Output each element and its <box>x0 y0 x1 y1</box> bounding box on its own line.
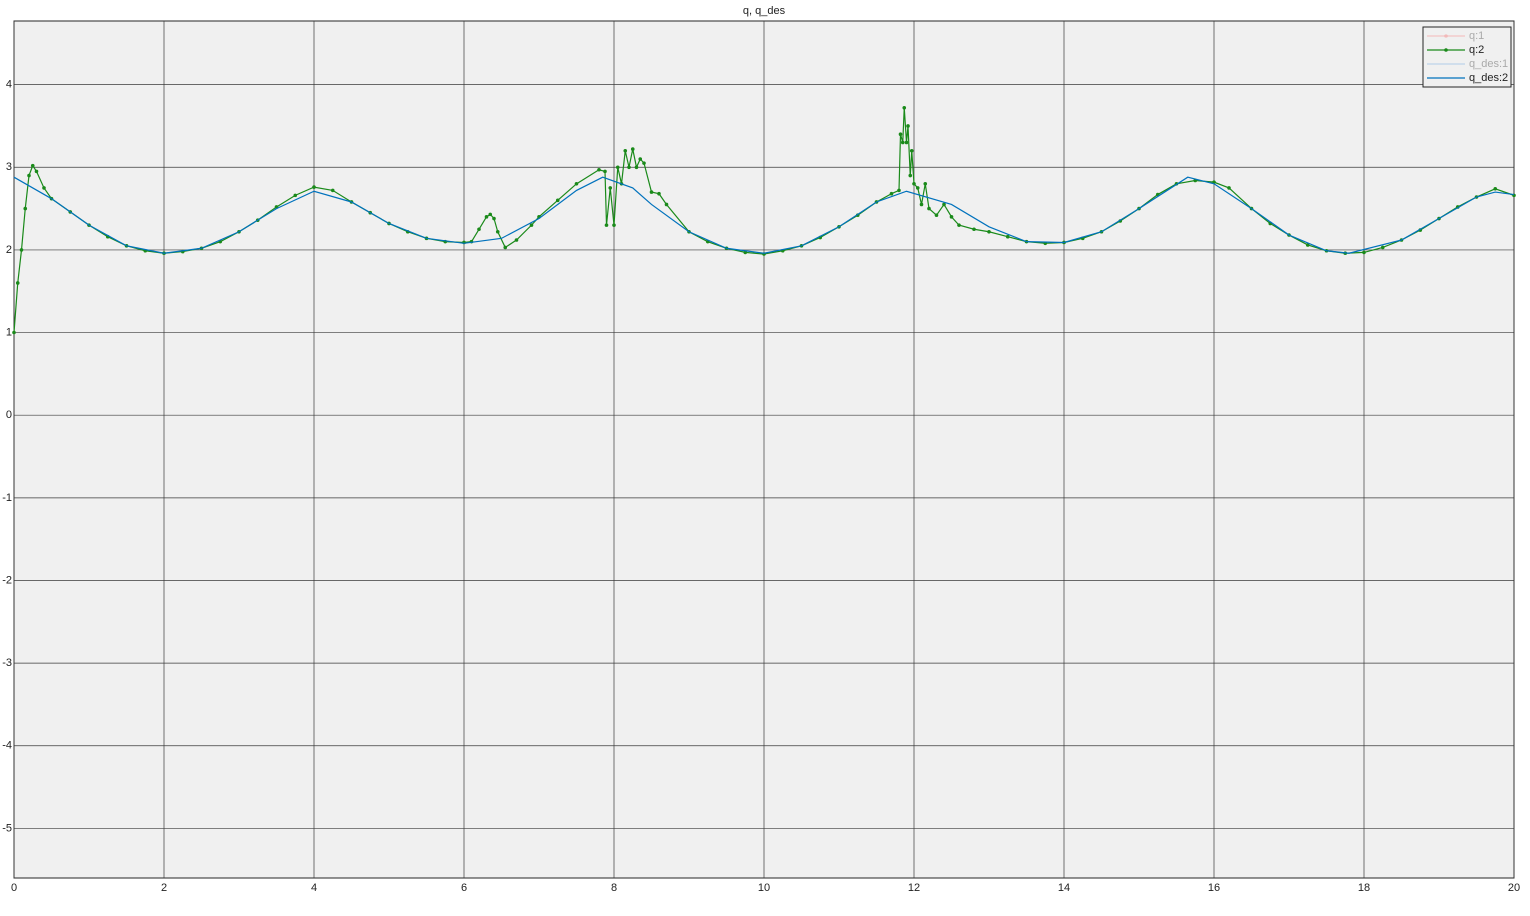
marker <box>42 186 46 190</box>
marker <box>608 186 613 190</box>
marker <box>638 157 643 161</box>
x-tick-label: 4 <box>311 882 317 894</box>
marker <box>1380 245 1385 250</box>
marker <box>942 202 946 207</box>
y-tick-label: -1 <box>2 492 12 504</box>
marker <box>987 229 991 234</box>
marker <box>927 206 931 211</box>
marker <box>23 206 28 211</box>
x-tick-label: 14 <box>1058 882 1070 894</box>
x-tick-label: 6 <box>461 882 467 894</box>
x-tick-label: 8 <box>611 882 617 894</box>
marker <box>492 216 496 221</box>
marker <box>15 281 20 285</box>
legend-marker <box>1444 48 1448 52</box>
marker <box>514 238 519 242</box>
y-tick-label: -3 <box>2 657 12 669</box>
marker <box>898 132 903 137</box>
line <box>13 176 1515 254</box>
marker <box>642 161 646 165</box>
marker <box>488 212 493 217</box>
legend-label: q:2 <box>1469 44 1484 56</box>
y-tick-label: 0 <box>6 409 12 421</box>
marker <box>972 227 976 232</box>
legend-label: q_des:1 <box>1469 58 1508 70</box>
marker <box>597 167 601 172</box>
marker <box>603 169 607 174</box>
marker <box>484 215 489 219</box>
marker <box>897 188 901 193</box>
x-tick-label: 18 <box>1358 882 1370 894</box>
y-tick-label: 4 <box>6 79 12 91</box>
marker <box>630 147 635 151</box>
marker <box>657 191 661 196</box>
marker <box>1005 234 1010 239</box>
marker <box>902 105 907 110</box>
marker <box>12 330 16 335</box>
marker <box>664 202 669 207</box>
marker <box>30 163 35 168</box>
marker <box>912 182 916 186</box>
marker <box>555 198 560 203</box>
legend-marker <box>1444 34 1448 38</box>
x-tick-label: 20 <box>1508 882 1520 894</box>
y-tick-label: 3 <box>6 161 12 173</box>
marker <box>957 223 961 227</box>
marker <box>27 173 31 178</box>
marker <box>904 140 909 145</box>
marker <box>503 245 508 250</box>
marker <box>293 193 298 198</box>
marker <box>477 227 481 232</box>
marker <box>919 202 924 207</box>
marker <box>909 148 914 153</box>
legend-label: q:1 <box>1469 30 1484 42</box>
marker <box>612 223 616 227</box>
marker <box>615 165 620 170</box>
legend-box <box>1422 26 1512 88</box>
chart-title: q, q_des <box>743 5 786 17</box>
marker <box>908 173 913 178</box>
marker <box>649 190 654 194</box>
marker <box>1227 186 1231 190</box>
marker <box>604 223 609 227</box>
marker <box>743 250 748 255</box>
marker <box>1493 186 1498 191</box>
marker <box>900 140 905 145</box>
marker <box>634 165 639 170</box>
x-tick-label: 12 <box>908 882 920 894</box>
marker <box>34 169 39 174</box>
y-tick-label: 2 <box>6 244 12 256</box>
marker <box>906 124 910 128</box>
y-tick-label: -2 <box>2 574 12 586</box>
line <box>13 107 1515 333</box>
marker <box>1362 250 1366 255</box>
legend: q:1 q:2 q_des:1 q_des:2 <box>1422 26 1512 88</box>
x-tick-label: 0 <box>11 882 17 894</box>
marker <box>934 213 939 218</box>
marker <box>949 215 954 219</box>
marker <box>19 248 24 252</box>
marker <box>923 182 928 186</box>
x-tick-label: 2 <box>161 882 167 894</box>
marker <box>1305 243 1310 247</box>
legend-label: q_des:2 <box>1469 72 1508 84</box>
y-tick-label: -4 <box>2 740 12 752</box>
marker <box>495 229 500 234</box>
marker <box>889 191 894 196</box>
marker <box>574 182 579 186</box>
marker <box>312 185 316 189</box>
x-tick-label: 16 <box>1208 882 1220 894</box>
marker <box>330 188 335 193</box>
marker <box>915 186 920 190</box>
y-tick-label: 1 <box>6 326 12 338</box>
marker <box>529 223 534 227</box>
y-tick-label: -5 <box>2 822 12 834</box>
marker <box>623 148 628 153</box>
x-tick-label: 10 <box>758 882 770 894</box>
marker <box>627 165 631 170</box>
